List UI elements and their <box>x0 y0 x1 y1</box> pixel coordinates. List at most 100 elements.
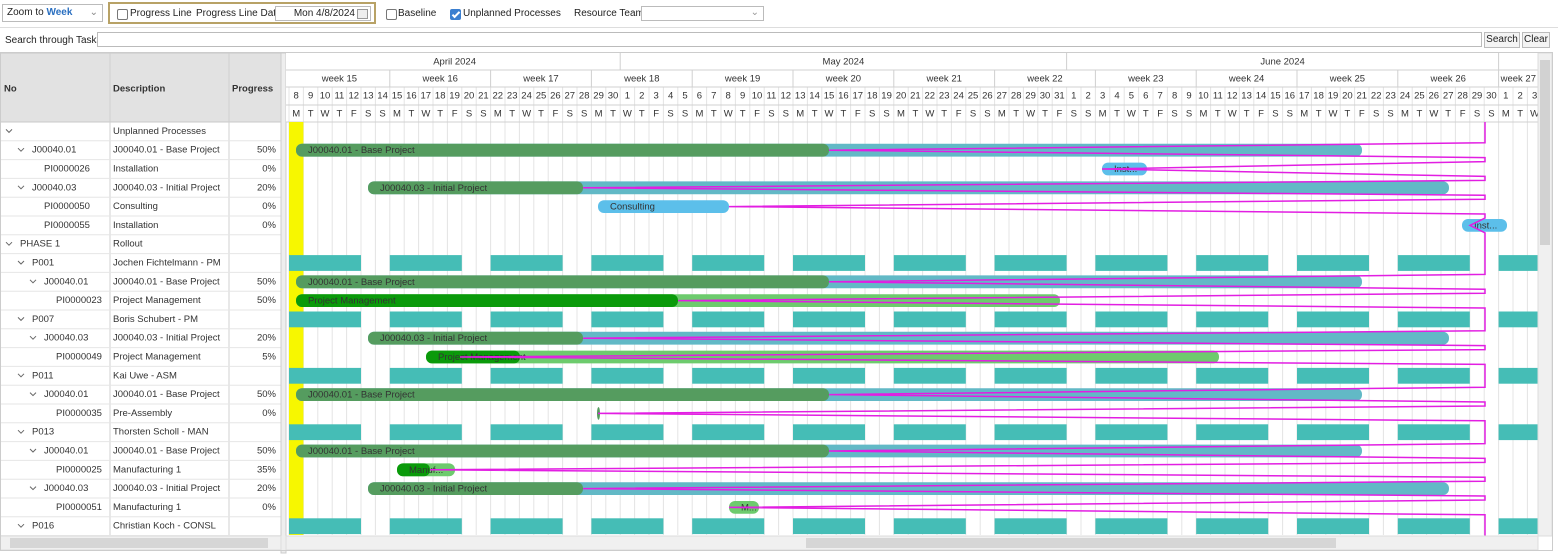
zoom-select[interactable]: Zoom to Week ⌄ <box>2 4 103 22</box>
day-number: 19 <box>1328 91 1339 102</box>
vertical-scrollbar-thumb[interactable] <box>1540 60 1550 245</box>
resource-team-select[interactable]: ⌄ <box>641 6 764 21</box>
row-description: J00040.03 - Initial Project <box>113 483 221 494</box>
clear-button[interactable]: Clear <box>1522 32 1550 48</box>
day-number: 15 <box>392 91 403 102</box>
day-number: 18 <box>867 91 878 102</box>
progress-line-date-input[interactable]: Mon 4/8/2024 <box>275 6 371 21</box>
weekday-label: F <box>1460 109 1466 120</box>
row-no: P001 <box>32 258 54 269</box>
zoom-label: Zoom to <box>7 7 44 18</box>
expand-chevron[interactable] <box>29 486 37 491</box>
resource-load <box>893 255 966 271</box>
task-bar[interactable] <box>368 331 1449 345</box>
row-progress: 0% <box>262 164 276 175</box>
unplanned-checkbox[interactable] <box>450 9 461 20</box>
row-description: Boris Schubert - PM <box>113 314 198 325</box>
day-number: 9 <box>308 91 313 102</box>
search-input[interactable] <box>97 32 1482 47</box>
weekday-label: F <box>956 109 962 120</box>
week-label: week 23 <box>1127 74 1163 85</box>
weekday-label: S <box>783 109 789 120</box>
expand-chevron[interactable] <box>5 129 13 134</box>
weekday-label: T <box>1143 109 1149 120</box>
row-description: Installation <box>113 164 158 175</box>
progress-line-checkbox[interactable] <box>117 9 128 20</box>
resource-load <box>490 311 563 328</box>
day-number: 17 <box>421 91 432 102</box>
timeline-scrollbar-thumb[interactable] <box>806 538 1336 548</box>
task-bar[interactable] <box>426 350 1219 364</box>
day-number: 21 <box>1357 91 1368 102</box>
task-label: Consulting <box>610 202 655 213</box>
weekday-label: M <box>998 109 1006 120</box>
weekday-label: S <box>970 109 976 120</box>
resource-load <box>994 518 1067 535</box>
row-description: J00040.01 - Base Project <box>113 276 220 287</box>
weekday-label: T <box>538 109 544 120</box>
weekday-label: S <box>379 109 385 120</box>
day-number: 28 <box>1011 91 1022 102</box>
day-number: 5 <box>682 91 687 102</box>
weekday-label: T <box>812 109 818 120</box>
week-label: week 19 <box>724 74 760 85</box>
expand-chevron[interactable] <box>29 448 37 453</box>
weekday-label: M <box>897 109 905 120</box>
baseline-checkbox[interactable] <box>386 9 397 20</box>
expand-chevron[interactable] <box>17 260 25 265</box>
row-description: Project Management <box>113 352 201 363</box>
resource-load <box>793 311 865 328</box>
zoom-value: Week <box>46 7 73 18</box>
weekday-label: F <box>1359 109 1365 120</box>
expand-chevron[interactable] <box>17 185 25 190</box>
row-no: J00040.01 <box>44 389 88 400</box>
weekday-label: M <box>595 109 603 120</box>
expand-chevron[interactable] <box>29 392 37 397</box>
weekday-label: F <box>452 109 458 120</box>
weekday-label: F <box>1056 109 1062 120</box>
grid-scrollbar-thumb[interactable] <box>10 538 268 548</box>
expand-chevron[interactable] <box>29 335 37 340</box>
weekday-label: T <box>1316 109 1322 120</box>
task-progress <box>397 463 430 477</box>
resource-load <box>389 367 462 384</box>
task-bar[interactable] <box>1462 219 1507 232</box>
resource-load <box>1297 255 1369 271</box>
task-progress <box>296 388 829 401</box>
day-number: 7 <box>711 91 716 102</box>
day-number: 29 <box>593 91 604 102</box>
expand-chevron[interactable] <box>17 373 25 378</box>
row-no: PI0000026 <box>44 164 90 175</box>
week-label: week 20 <box>825 74 861 85</box>
row-no: PI0000050 <box>44 201 90 212</box>
task-label: J00040.01 - Base Project <box>308 145 415 156</box>
row-progress: 0% <box>262 201 276 212</box>
resource-load <box>591 367 664 384</box>
weekday-label: W <box>1026 109 1035 120</box>
expand-chevron[interactable] <box>29 279 37 284</box>
task-bar[interactable] <box>598 200 729 213</box>
resource-load <box>1196 255 1269 271</box>
task-progress <box>296 444 829 458</box>
resource-load <box>692 255 765 271</box>
expand-chevron[interactable] <box>17 147 25 152</box>
day-number: 27 <box>1443 91 1454 102</box>
expand-chevron[interactable] <box>5 241 13 246</box>
row-progress: 5% <box>262 352 276 363</box>
search-button[interactable]: Search <box>1484 32 1520 48</box>
weekday-label: W <box>1429 109 1438 120</box>
expand-chevron[interactable] <box>17 523 25 528</box>
progress-line-label: Progress Line <box>130 8 192 19</box>
resource-load <box>793 424 865 441</box>
weekday-label: F <box>653 109 659 120</box>
week-label: week 17 <box>522 74 558 85</box>
resource-load <box>692 367 765 384</box>
expand-chevron[interactable] <box>17 429 25 434</box>
task-progress <box>296 275 829 289</box>
task-bar[interactable] <box>368 181 1449 195</box>
weekday-label: M <box>1300 109 1308 120</box>
row-no: P016 <box>32 521 54 532</box>
expand-chevron[interactable] <box>17 317 25 322</box>
task-bar[interactable] <box>368 482 1449 495</box>
day-number: 18 <box>435 91 446 102</box>
